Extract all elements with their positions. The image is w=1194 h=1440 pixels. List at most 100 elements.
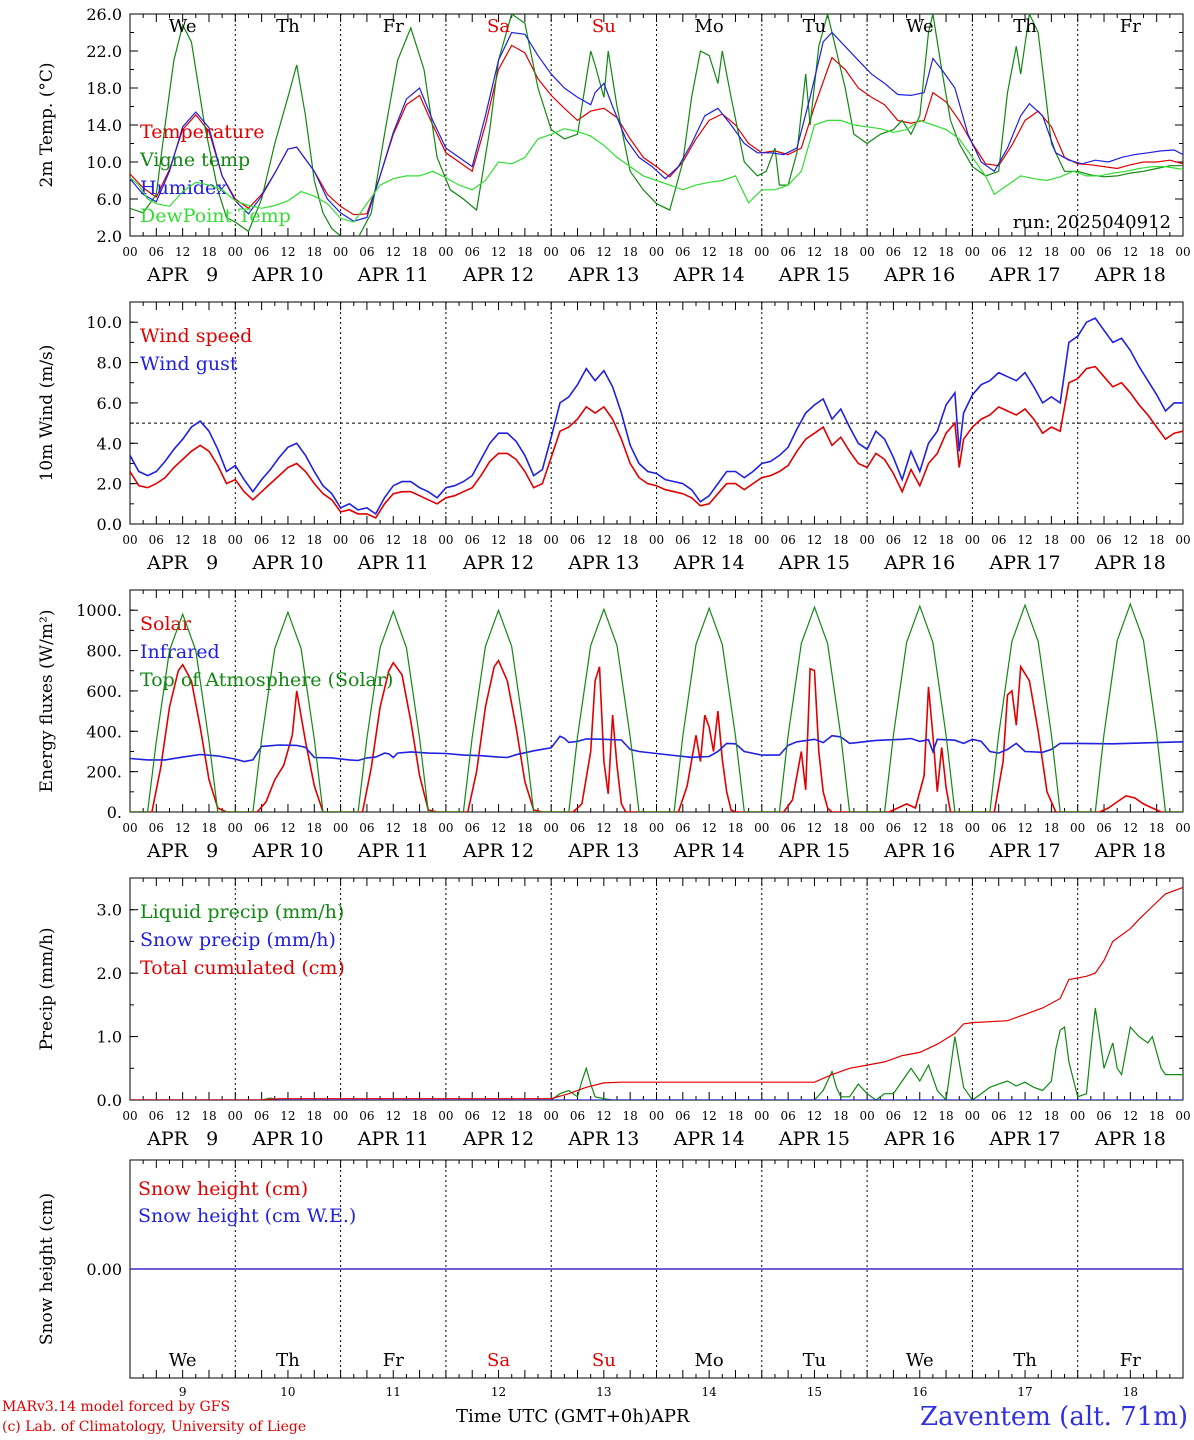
hour-tick-label: 12 [280, 1109, 295, 1123]
day-number: 10 [280, 1385, 295, 1398]
hour-tick-label: 00 [649, 533, 664, 547]
hour-tick-label: 00 [965, 821, 980, 835]
hour-tick-label: 00 [228, 1109, 243, 1123]
hour-tick-label: 18 [623, 1109, 638, 1123]
series-line-3 [130, 886, 1183, 1100]
hour-tick-label: 12 [280, 533, 295, 547]
y-tick-label: 8.0 [97, 354, 122, 373]
hour-tick-label: 12 [175, 245, 190, 259]
hour-tick-label: 00 [1070, 245, 1085, 259]
day-name: Fr [1120, 16, 1141, 37]
date-label: APR 16 [883, 840, 955, 862]
panel-5: 0.00 Snow height (cm) Snow height (cm) Snow… [37, 1159, 1184, 1398]
date-label: APR 9 [146, 1128, 218, 1150]
date-label: APR 17 [989, 840, 1061, 862]
hour-tick-label: 06 [149, 533, 164, 547]
hour-tick-label: 18 [938, 821, 953, 835]
hour-tick-label: 12 [702, 821, 717, 835]
day-number: 18 [1123, 1385, 1138, 1398]
hour-tick-label: 06 [780, 821, 795, 835]
date-label: APR 17 [989, 264, 1061, 286]
time-axis-label: Time UTC (GMT+0h)APR [456, 1406, 690, 1427]
series-line-2 [130, 734, 1183, 763]
hour-tick-label: 00 [859, 533, 874, 547]
series-line-2 [130, 317, 1183, 516]
series-line-3 [130, 31, 1183, 222]
date-label: APR 10 [251, 552, 323, 574]
hour-tick-label: 18 [728, 1109, 743, 1123]
hour-tick-label: 00 [228, 821, 243, 835]
hour-tick-label: 00 [859, 245, 874, 259]
panel-2: 0.0 2.0 4.0 6.0 8.0 10.0 10m Wind (m/s) Wind sp… [37, 301, 1191, 574]
day-name: Fr [1120, 1350, 1141, 1371]
hour-tick-label: 18 [201, 821, 216, 835]
y-axis-label: 10m Wind (m/s) [37, 345, 57, 482]
hour-tick-label: 18 [201, 245, 216, 259]
y-tick-label: 10.0 [86, 313, 122, 332]
y-tick-label: 200. [86, 763, 122, 782]
day-number: 16 [912, 1385, 927, 1398]
y-axis-label: Snow height (cm) [37, 1193, 57, 1345]
date-label: APR 11 [357, 840, 429, 862]
legend-entry: Liquid precip (mm/h) [140, 901, 344, 923]
date-label: APR 18 [1094, 552, 1166, 574]
y-tick-label: 1.0 [97, 1028, 122, 1047]
hour-tick-label: 00 [754, 533, 769, 547]
date-label: APR 15 [778, 1128, 850, 1150]
y-tick-label: 26.0 [86, 5, 122, 24]
hour-tick-label: 12 [912, 1109, 927, 1123]
date-label: APR 11 [357, 552, 429, 574]
legend-entry: Total cumulated (cm) [140, 957, 345, 979]
day-name: Th [1013, 16, 1037, 37]
hour-tick-label: 00 [859, 1109, 874, 1123]
legend-entry: Snow height (cm W.E.) [138, 1205, 356, 1227]
hour-tick-label: 12 [280, 245, 295, 259]
hour-tick-label: 00 [754, 245, 769, 259]
hour-tick-label: 06 [254, 821, 269, 835]
y-tick-label: 400. [86, 722, 122, 741]
hour-tick-label: 18 [1044, 821, 1059, 835]
date-label: APR 10 [251, 264, 323, 286]
date-label: APR 11 [357, 1128, 429, 1150]
hour-tick-label: 06 [359, 1109, 374, 1123]
series-line-3 [130, 602, 1183, 812]
hour-tick-label: 18 [412, 821, 427, 835]
hour-tick-label: 06 [991, 245, 1006, 259]
hour-tick-label: 12 [912, 821, 927, 835]
hour-tick-label: 00 [965, 1109, 980, 1123]
day-number: 12 [491, 1385, 506, 1398]
hour-tick-label: 18 [1149, 821, 1164, 835]
date-label: APR 10 [251, 1128, 323, 1150]
hour-tick-label: 00 [122, 1109, 137, 1123]
hour-tick-label: 06 [675, 533, 690, 547]
legend-entry: Top of Atmosphere (Solar) [140, 669, 393, 691]
hour-tick-label: 18 [833, 533, 848, 547]
hour-tick-label: 00 [228, 533, 243, 547]
date-label: APR 18 [1094, 1128, 1166, 1150]
hour-tick-label: 00 [438, 533, 453, 547]
date-label: APR 15 [778, 840, 850, 862]
panel-1: 2.0 6.0 10.0 14.0 18.0 22.0 26.0 2m Temp. (°C) T… [37, 5, 1191, 286]
y-axis-label: Precip (mm/h) [37, 927, 57, 1050]
hour-tick-label: 00 [122, 245, 137, 259]
hour-tick-label: 18 [938, 1109, 953, 1123]
date-label: APR 14 [673, 840, 745, 862]
hour-tick-label: 00 [1175, 1109, 1190, 1123]
hour-tick-label: 18 [833, 821, 848, 835]
legend-entry: Infrared [140, 641, 220, 663]
hour-tick-label: 12 [596, 1109, 611, 1123]
date-label: APR 12 [462, 1128, 534, 1150]
hour-tick-label: 06 [465, 1109, 480, 1123]
legend-entry: DewPoint Temp [140, 205, 291, 227]
date-label: APR 16 [883, 264, 955, 286]
day-name: Tu [803, 1350, 827, 1371]
series-line-1 [130, 658, 1183, 812]
hour-tick-label: 12 [1017, 533, 1032, 547]
day-name: Th [276, 1350, 300, 1371]
y-axis-label: Energy fluxes (W/m²) [37, 610, 57, 793]
hour-tick-label: 00 [649, 245, 664, 259]
day-name: Sa [487, 16, 510, 37]
hour-tick-label: 00 [122, 533, 137, 547]
hour-tick-label: 18 [517, 533, 532, 547]
hour-tick-label: 12 [807, 245, 822, 259]
